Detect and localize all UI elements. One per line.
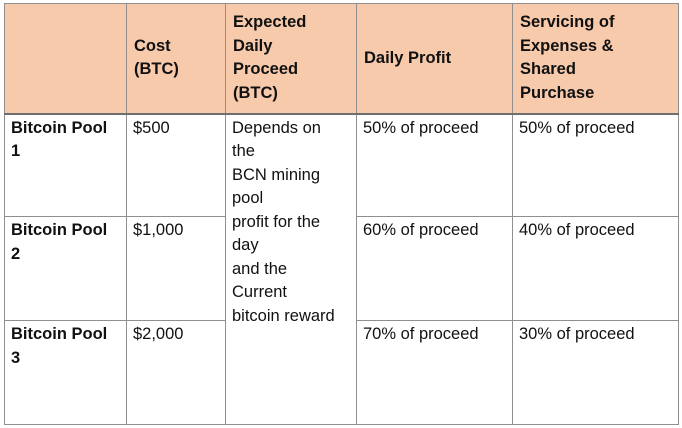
- header-expected-daily-proceed: Expected Daily Proceed (BTC): [225, 3, 357, 114]
- daily-profit-cell: 70% of proceed: [356, 320, 513, 425]
- table-row: Bitcoin Pool 1 $500 Depends on the BCN m…: [4, 113, 679, 425]
- table-header-row: Cost (BTC) Expected Daily Proceed (BTC) …: [4, 3, 679, 114]
- cost-cell: $1,000: [126, 216, 226, 321]
- cost-cell: $2,000: [126, 320, 226, 425]
- pool-name-cell: Bitcoin Pool 2: [4, 216, 127, 321]
- pool-name-cell: Bitcoin Pool 1: [4, 113, 127, 217]
- proceed-merged-cell: Depends on the BCN mining pool profit fo…: [225, 113, 357, 425]
- bitcoin-pool-table: Cost (BTC) Expected Daily Proceed (BTC) …: [4, 3, 679, 425]
- daily-profit-cell: 60% of proceed: [356, 216, 513, 321]
- header-servicing: Servicing of Expenses & Shared Purchase: [512, 3, 679, 114]
- header-pool: [4, 3, 127, 114]
- pool-name-cell: Bitcoin Pool 3: [4, 320, 127, 425]
- table-row: Bitcoin Pool 2 $1,000 60% of proceed 40%…: [4, 216, 679, 321]
- servicing-cell: 30% of proceed: [512, 320, 679, 425]
- header-cost: Cost (BTC): [126, 3, 226, 114]
- header-daily-profit: Daily Profit: [356, 3, 513, 114]
- daily-profit-cell: 50% of proceed: [356, 113, 513, 217]
- cost-cell: $500: [126, 113, 226, 217]
- table-row: Bitcoin Pool 3 $2,000 70% of proceed 30%…: [4, 320, 679, 425]
- servicing-cell: 50% of proceed: [512, 113, 679, 217]
- servicing-cell: 40% of proceed: [512, 216, 679, 321]
